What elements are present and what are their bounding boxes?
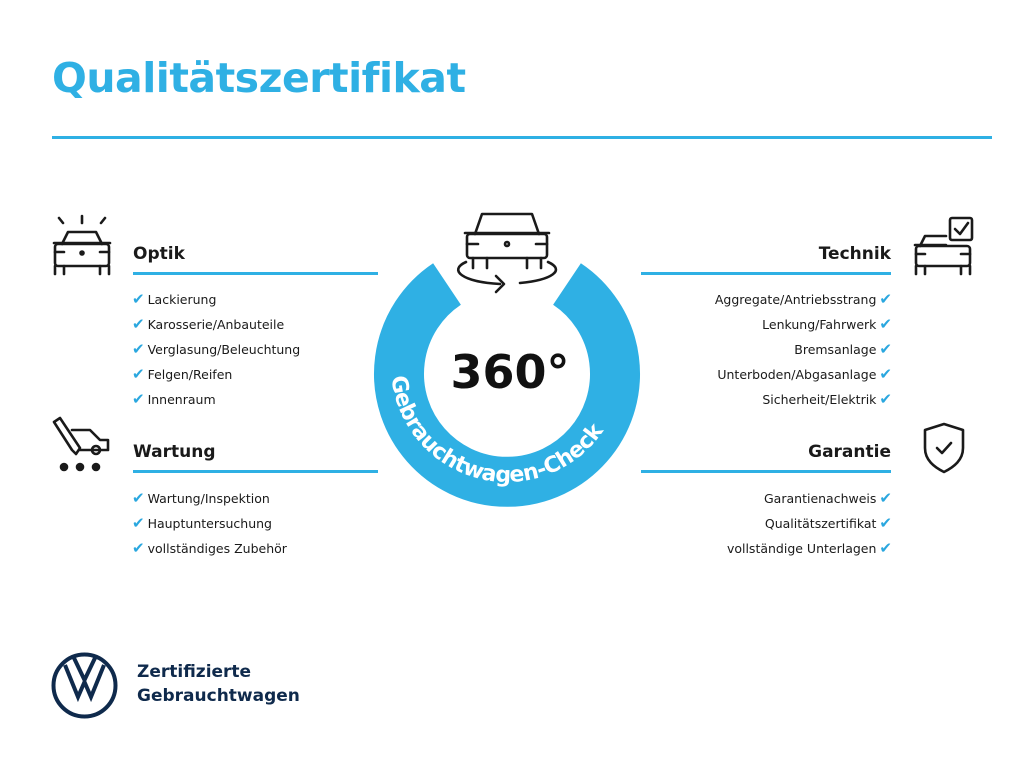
list-item: ✔ Innenraum bbox=[132, 390, 216, 408]
section-divider-optik bbox=[133, 272, 378, 275]
list-item: ✔ Hauptuntersuchung bbox=[132, 514, 272, 532]
brand-line-1: Zertifizierte bbox=[137, 662, 252, 682]
check-icon: ✔ bbox=[132, 315, 145, 333]
section-divider-wartung bbox=[133, 470, 378, 473]
list-item: ✔ Wartung/Inspektion bbox=[132, 489, 270, 507]
list-item: ✔ Verglasung/Beleuchtung bbox=[132, 340, 301, 358]
check-icon: ✔ bbox=[879, 290, 892, 308]
section-heading-garantie: Garantie bbox=[808, 442, 891, 462]
check-icon: ✔ bbox=[879, 340, 892, 358]
list-wartung: ✔ Wartung/Inspektion ✔ Hauptuntersuchung ✔… bbox=[132, 486, 287, 561]
section-heading-wartung: Wartung bbox=[133, 442, 216, 462]
list-technik: Aggregate/Antriebsstrang ✔ Lenkung/Fahrwe… bbox=[715, 287, 892, 412]
list-garantie: Garantienachweis ✔ Qualitätszertifikat ✔ v… bbox=[727, 486, 892, 561]
check-icon: ✔ bbox=[132, 514, 145, 532]
list-item: Unterboden/Abgasanlage ✔ bbox=[717, 365, 892, 383]
shield-check-icon bbox=[923, 422, 965, 474]
section-divider-technik bbox=[641, 272, 891, 275]
rotating-car-icon bbox=[457, 212, 558, 294]
page-title: Qualitätszertifikat bbox=[52, 54, 466, 102]
list-item: Garantienachweis ✔ bbox=[764, 489, 892, 507]
check-icon: ✔ bbox=[132, 340, 145, 358]
list-item: ✔ Felgen/Reifen bbox=[132, 365, 233, 383]
list-optik: ✔ Lackierung ✔ Karosserie/Anbauteile ✔ Verg… bbox=[132, 287, 300, 412]
list-item: ✔ Karosserie/Anbauteile bbox=[132, 315, 285, 333]
service-car-icon bbox=[52, 416, 110, 472]
check-icon: ✔ bbox=[879, 514, 892, 532]
check-icon: ✔ bbox=[879, 365, 892, 383]
brand-text: Zertifizierte Gebrauchtwagen bbox=[137, 660, 300, 708]
check-icon: ✔ bbox=[132, 539, 145, 557]
car-lights-icon bbox=[52, 214, 112, 276]
car-checkbox-icon bbox=[913, 216, 974, 276]
check-icon: ✔ bbox=[879, 539, 892, 557]
check-icon: ✔ bbox=[132, 365, 145, 383]
check-icon: ✔ bbox=[132, 390, 145, 408]
list-item: Sicherheit/Elektrik ✔ bbox=[762, 390, 892, 408]
list-item: vollständige Unterlagen ✔ bbox=[726, 539, 892, 557]
section-divider-garantie bbox=[641, 470, 891, 473]
section-heading-optik: Optik bbox=[133, 244, 185, 264]
title-divider bbox=[52, 136, 992, 139]
brand-line-2: Gebrauchtwagen bbox=[137, 686, 300, 706]
list-item: Aggregate/Antriebsstrang ✔ bbox=[714, 290, 892, 308]
check-icon: ✔ bbox=[879, 489, 892, 507]
check-icon: ✔ bbox=[879, 390, 892, 408]
vw-logo bbox=[51, 652, 118, 719]
section-heading-technik: Technik bbox=[818, 244, 891, 264]
list-item: Qualitätszertifikat ✔ bbox=[764, 514, 892, 532]
check-icon: ✔ bbox=[132, 489, 145, 507]
check-icon: ✔ bbox=[132, 290, 145, 308]
list-item: ✔ vollständiges Zubehör bbox=[132, 539, 287, 557]
check-icon: ✔ bbox=[879, 315, 892, 333]
list-item: ✔ Lackierung bbox=[132, 290, 217, 308]
list-item: Lenkung/Fahrwerk ✔ bbox=[762, 315, 892, 333]
badge-number: 360° bbox=[450, 345, 569, 399]
badge-ring bbox=[374, 263, 640, 507]
list-item: Bremsanlage ✔ bbox=[794, 340, 892, 358]
